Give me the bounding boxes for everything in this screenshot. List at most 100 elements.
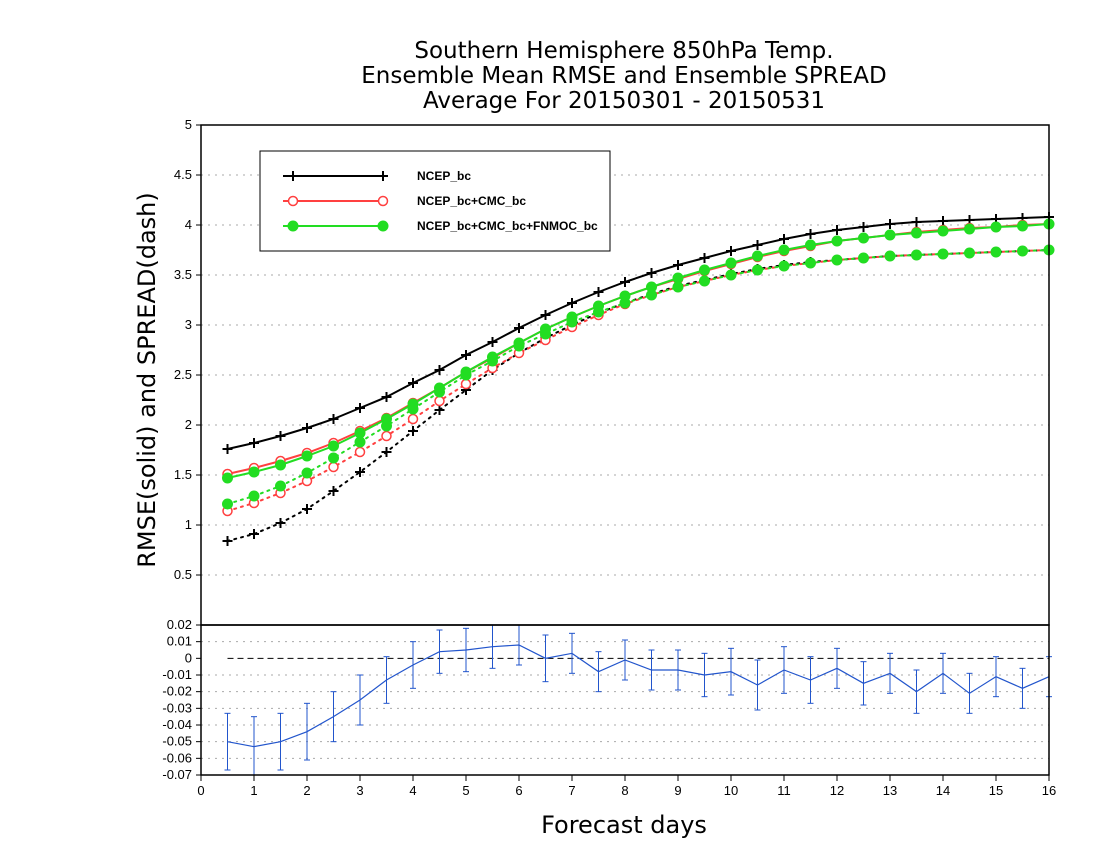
diff-y-tick-label: -0.07 [162, 767, 192, 782]
rmse-point [725, 257, 737, 269]
rmse-point [275, 459, 286, 471]
spread-point [434, 395, 445, 407]
x-tick-label: 14 [936, 783, 950, 798]
main-y-tick-label: 5 [185, 117, 192, 132]
rmse-point [514, 323, 524, 333]
rmse-point [858, 232, 869, 244]
spread-point [328, 461, 339, 473]
diff-line [227, 644, 1050, 748]
spread-point [725, 269, 737, 281]
spread-point [672, 281, 684, 293]
main-y-tick-label: 4.5 [174, 167, 192, 182]
rmse-point [699, 253, 710, 263]
rmse-point [620, 277, 630, 287]
rmse-point [673, 260, 683, 270]
spread-point [328, 486, 339, 496]
x-tick-label: 6 [515, 783, 522, 798]
main-y-tick-label: 2.5 [174, 367, 192, 382]
main-y-tick-label: 3.5 [174, 267, 192, 282]
rmse-point [222, 472, 233, 484]
rmse-line-0 [227, 216, 1050, 450]
spread-point [540, 328, 551, 340]
spread-point [990, 246, 1002, 258]
rmse-point [487, 337, 498, 347]
spread-point [460, 369, 472, 381]
rmse-point [248, 466, 260, 478]
rmse-point [911, 227, 922, 239]
spread-line-1 [226, 249, 1050, 512]
x-tick-label: 5 [462, 783, 469, 798]
rmse-point [355, 403, 365, 413]
diff-y-tick-label: -0.04 [162, 717, 192, 732]
diff-y-tick-label: -0.03 [162, 700, 192, 715]
rmse-point [567, 298, 577, 308]
spread-line-2 [226, 249, 1050, 505]
spread-point [831, 254, 843, 266]
diff-y-tick-label: -0.06 [162, 750, 192, 765]
rmse-point [302, 423, 312, 433]
rmse-point [1017, 220, 1028, 232]
main-y-tick-label: 3 [185, 317, 192, 332]
rmse-point [805, 239, 816, 251]
rmse-point [222, 444, 233, 454]
main-y-tick-label: 1 [185, 517, 192, 532]
spread-point [407, 403, 419, 415]
legend-marker-start [288, 171, 298, 181]
diff-y-tick-label: -0.02 [162, 684, 192, 699]
legend-marker-start [287, 195, 299, 207]
x-tick-label: 3 [356, 783, 363, 798]
x-tick-label: 16 [1042, 783, 1056, 798]
rmse-point [831, 235, 843, 247]
legend-marker-end [377, 220, 389, 232]
rmse-point [461, 350, 471, 360]
main-y-tick-label: 1.5 [174, 467, 192, 482]
spread-point [699, 275, 710, 287]
rmse-point [275, 431, 286, 441]
spread-point [964, 247, 975, 259]
spread-point [487, 355, 498, 367]
spread-point [355, 467, 365, 477]
rmse-point [884, 229, 896, 241]
title-line-2: Ensemble Mean RMSE and Ensemble SPREAD [361, 63, 886, 89]
spread-point [328, 452, 339, 464]
diff-plot-frame [200, 624, 1050, 776]
legend: NCEP_bc NCEP_bc+CMC_bc NCEP_bc+CMC_bc+FNMO… [259, 150, 611, 252]
x-tick-label: 11 [777, 783, 791, 798]
main-y-tick-label: 0.5 [174, 567, 192, 582]
x-axis-ticks: 0 1 2 3 4 5 6 7 8 9 10 11 12 13 14 15 16 [197, 775, 1056, 798]
spread-point [1017, 245, 1028, 257]
rmse-point [726, 246, 736, 256]
spread-point [593, 306, 604, 318]
x-tick-label: 0 [197, 783, 204, 798]
spread-point [646, 289, 657, 301]
diff-y-tick-label: -0.05 [162, 734, 192, 749]
rmse-point [434, 365, 445, 375]
rmse-point [832, 225, 842, 235]
spread-point [513, 340, 525, 352]
spread-point [408, 426, 418, 436]
rmse-point [858, 222, 869, 232]
rmse-point [381, 392, 392, 402]
spread-point [884, 250, 896, 262]
rmse-point [885, 219, 895, 229]
spread-point [301, 467, 313, 479]
x-tick-label: 1 [250, 783, 257, 798]
y-axis-label: RMSE(solid) and SPREAD(dash) [133, 192, 161, 568]
diff-series-group [224, 624, 1052, 776]
spread-point [381, 430, 392, 442]
rmse-point [646, 268, 657, 278]
spread-point [566, 316, 578, 328]
rmse-point [778, 244, 790, 256]
spread-point [434, 405, 445, 415]
diff-y-tick-label: -0.01 [162, 667, 192, 682]
spread-point [249, 529, 259, 539]
spread-point [407, 413, 419, 425]
rmse-point [938, 216, 948, 226]
main-series-group [222, 212, 1055, 546]
rmse-point [911, 217, 922, 227]
x-tick-label: 10 [724, 783, 738, 798]
x-tick-label: 7 [568, 783, 575, 798]
spread-point [381, 447, 392, 457]
spread-point [937, 248, 949, 260]
